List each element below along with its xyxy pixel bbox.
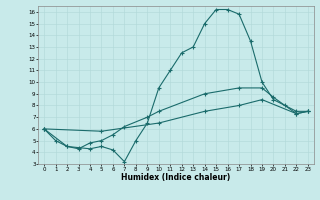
X-axis label: Humidex (Indice chaleur): Humidex (Indice chaleur) (121, 173, 231, 182)
